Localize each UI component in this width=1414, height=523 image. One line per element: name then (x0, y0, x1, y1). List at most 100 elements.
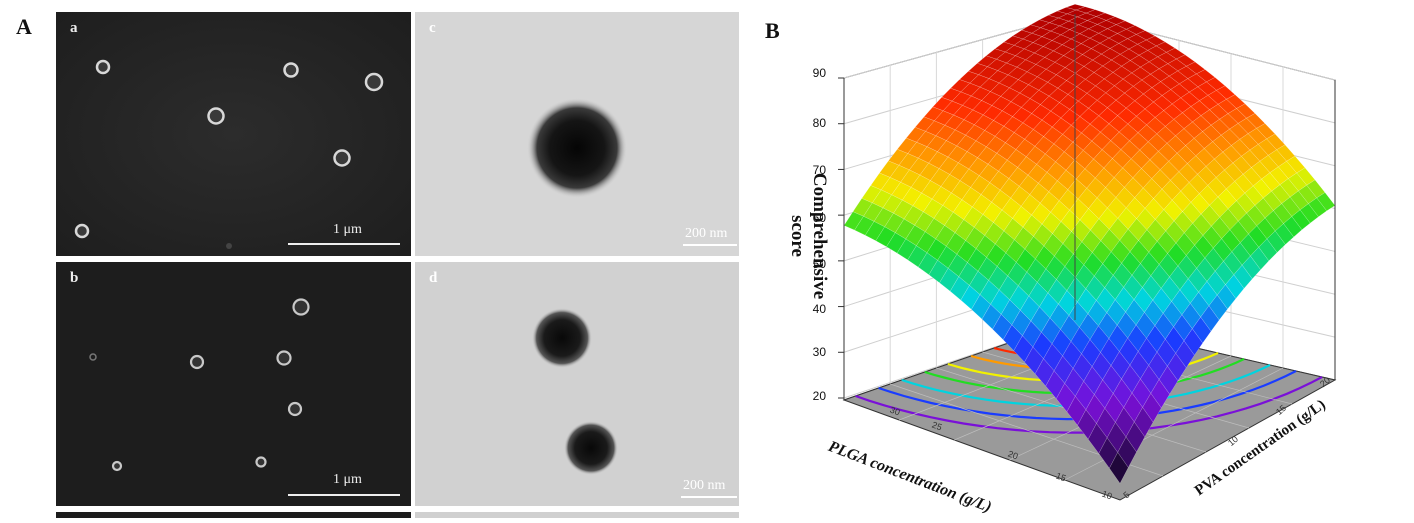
surface-patch (1283, 216, 1303, 238)
surface-patch (1149, 150, 1170, 171)
surface-patch (951, 91, 972, 106)
z-axis-title-line2: score (787, 215, 808, 257)
surface-patch (1057, 169, 1077, 190)
surface-patch (1234, 173, 1254, 194)
surface-patch (1039, 191, 1060, 213)
surface-patch (1034, 136, 1055, 155)
surface-patch (1088, 197, 1108, 220)
panel-b-label: B (765, 18, 780, 43)
surface-patch (1003, 35, 1024, 46)
surface-patch (1170, 83, 1190, 99)
surface-patch (1200, 305, 1220, 332)
surface-patch (1109, 451, 1129, 484)
surface-plot-svg (838, 3, 1337, 501)
subpanel-letter-d: d (429, 270, 438, 286)
surface-patch (909, 157, 930, 176)
subpanel-letter-b: b (70, 270, 79, 286)
sem-particles-b (56, 262, 411, 506)
surface-patch (1164, 326, 1185, 354)
surface-patch (910, 174, 931, 194)
surface-patch (1090, 218, 1110, 242)
surface-patch (1231, 242, 1251, 266)
surface-patch (1148, 351, 1168, 380)
surface-patch (1182, 106, 1202, 123)
surface-patch (1208, 294, 1228, 321)
surface-patch (1045, 62, 1066, 75)
surface-patch (974, 114, 994, 131)
surface-patch (1220, 128, 1241, 146)
surface-patch (1239, 133, 1259, 151)
surface-patch (1061, 38, 1082, 50)
surface-patch (1072, 132, 1093, 151)
surface-patch (891, 181, 912, 201)
surface-patch (1063, 141, 1084, 161)
surface-patch (1150, 263, 1170, 289)
subpanel-letter-c: c (429, 20, 436, 36)
sem-image-a: a 1 μm (56, 12, 411, 256)
surface-patch (977, 257, 998, 281)
surface-patch (1120, 140, 1141, 160)
surface-patch (1086, 16, 1107, 25)
surface-patch (1150, 379, 1170, 409)
surface-patch (1124, 177, 1144, 198)
surface-patch (1098, 207, 1119, 230)
scale-bar-b (288, 494, 400, 496)
surface-patch (1050, 25, 1071, 36)
surface-patch (1217, 98, 1237, 114)
surface-patch (935, 124, 956, 141)
sem-particles-a (56, 12, 411, 256)
surface-patch (903, 205, 924, 226)
panel-a-label: A (16, 14, 32, 39)
surface-patch (1084, 158, 1105, 179)
surface-patch (951, 180, 971, 201)
cropped-panel-edge-left (56, 512, 411, 518)
surface-patch (1132, 168, 1153, 189)
surface-patch (1115, 186, 1136, 209)
surface-patch (967, 63, 988, 75)
surface-patch (1103, 158, 1123, 178)
surface-patch (1009, 79, 1030, 94)
surface-chart: 90 80 70 60 50 40 30 20 Comprehensive sc… (760, 0, 1414, 518)
surface-patch (1086, 177, 1106, 199)
surface-patch (1291, 209, 1311, 231)
surface-patch (1193, 131, 1214, 149)
surface-patch (1073, 241, 1093, 266)
surface-patch (1221, 229, 1241, 253)
surface-patch (912, 192, 933, 213)
tem-image-d: d 200 nm (415, 262, 739, 506)
surface-patch (1236, 103, 1256, 119)
surface-patch (1094, 167, 1115, 188)
surface-patch (1110, 131, 1130, 150)
tem-particles-c (415, 12, 739, 256)
surface-patch (1117, 436, 1137, 468)
surface-patch (993, 209, 1013, 232)
surface-patch (1100, 123, 1120, 141)
surface-patch (1226, 94, 1246, 109)
scale-label-b: 1 μm (333, 472, 362, 487)
surface-patch (981, 303, 1002, 330)
surface-patch (1059, 20, 1080, 30)
surface-patch (1094, 379, 1114, 409)
surface-patch (1065, 3, 1086, 11)
surface-patch (1020, 194, 1041, 216)
z-tick-20: 20 (812, 389, 826, 403)
subpanel-letter-a: a (70, 20, 78, 36)
surface-patch (996, 252, 1017, 277)
z-tick-90: 90 (812, 66, 826, 80)
tem-particles-d (415, 262, 739, 506)
surface-patch (1157, 52, 1177, 64)
sem-image-b: b 1 μm (56, 262, 411, 506)
surface-patch (1108, 33, 1129, 44)
surface-patch (1056, 266, 1076, 291)
surface-patch (1204, 247, 1224, 272)
surface-patch (1237, 117, 1257, 134)
surface-patch (1229, 220, 1249, 244)
z-tick-80: 80 (812, 116, 826, 130)
scale-label-a: 1 μm (333, 222, 362, 237)
surface-patch (1015, 248, 1036, 273)
surface-patch (1079, 208, 1100, 231)
surface-patch (1264, 210, 1284, 232)
surface-patch (1299, 203, 1319, 224)
surface-patch (966, 140, 987, 159)
surface-patch (880, 177, 901, 196)
